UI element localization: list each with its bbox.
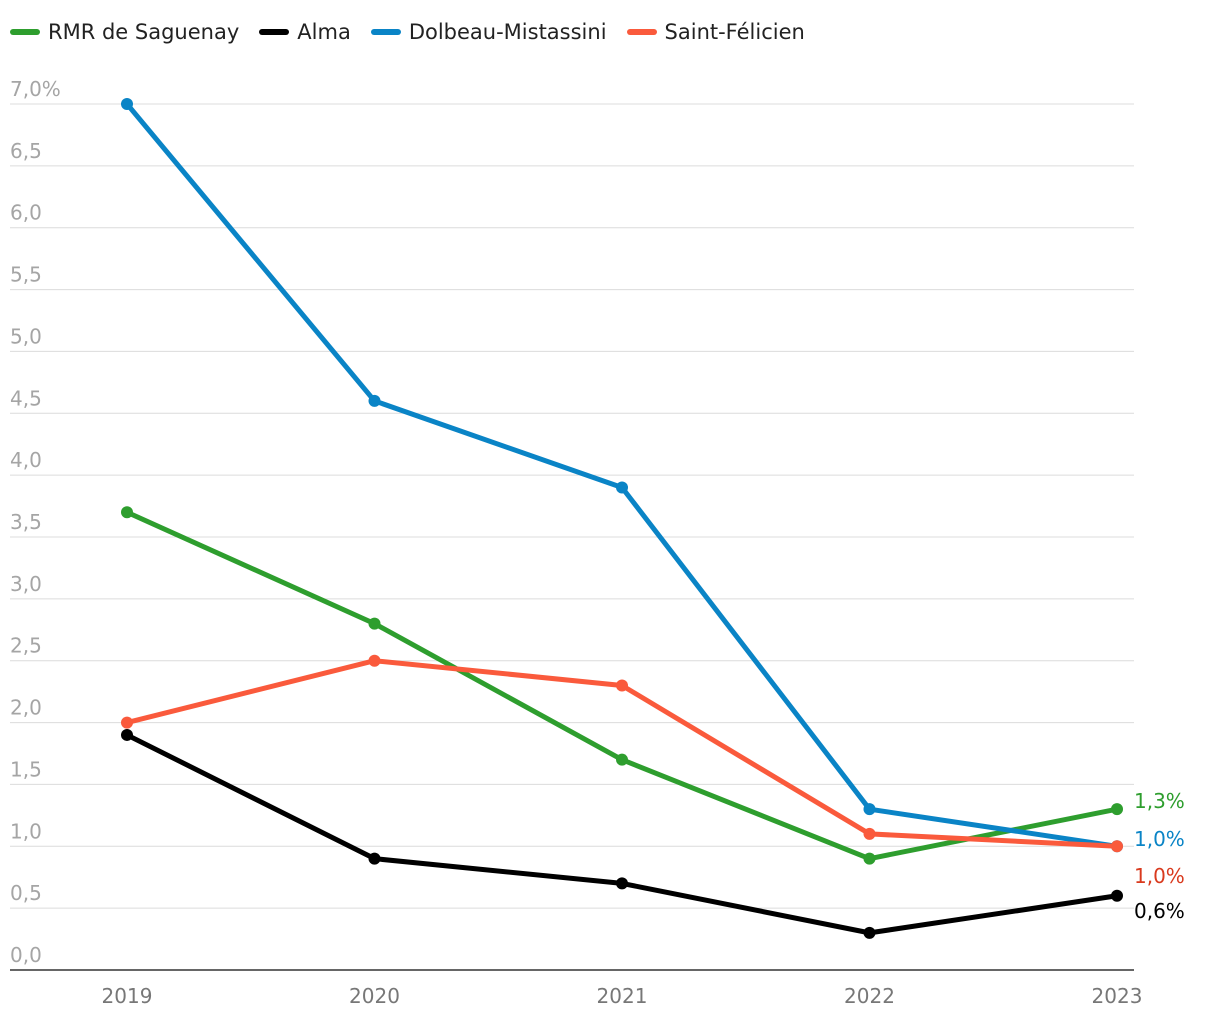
legend-label: Saint-Félicien (664, 20, 805, 44)
data-point (121, 506, 133, 519)
y-tick-label: 3,0 (10, 572, 42, 596)
data-point (863, 827, 876, 840)
data-point (863, 926, 876, 939)
y-tick-label: 1,0 (10, 819, 42, 843)
data-point (863, 803, 876, 816)
end-label: 1,0% (1134, 827, 1185, 851)
y-tick-label: 2,5 (10, 634, 42, 658)
data-point (121, 716, 133, 729)
x-tick-label: 2023 (1092, 984, 1143, 1008)
data-point (616, 877, 628, 890)
x-tick-label: 2022 (844, 984, 895, 1008)
y-tick-label: 2,0 (10, 696, 42, 720)
legend-swatch (626, 29, 657, 35)
series-saint-f-licien (121, 654, 1123, 853)
legend-swatch (10, 29, 40, 35)
y-tick-label: 4,0 (10, 448, 42, 472)
y-tick-label: 3,5 (10, 510, 42, 534)
y-tick-label: 7,0% (10, 77, 61, 101)
data-point (616, 481, 628, 494)
data-point (121, 728, 133, 741)
data-point (368, 617, 381, 630)
y-tick-label: 0,5 (10, 881, 42, 905)
legend-item: RMR de Saguenay (10, 20, 239, 44)
legend-swatch (370, 29, 401, 35)
data-point (863, 852, 876, 865)
legend-label: Dolbeau-Mistassini (408, 20, 607, 44)
y-tick-label: 0,0 (10, 943, 42, 967)
axes: 0,0 0,5 1,0 1,5 2,0 2,5 3,0 3,5 4,0 4,5 5,0 5,5 6,0 6… (10, 77, 1142, 1008)
series-rmr-de-saguenay (121, 506, 1123, 865)
data-point (368, 394, 381, 407)
data-point (1111, 889, 1123, 902)
y-tick-label: 6,5 (10, 139, 42, 163)
data-point (1111, 840, 1123, 853)
legend-item: Saint-Félicien (626, 20, 805, 44)
legend-label: Alma (297, 20, 351, 44)
series-alma (121, 728, 1123, 939)
data-point (616, 679, 628, 692)
x-tick-label: 2019 (102, 984, 153, 1008)
data-point (121, 98, 133, 110)
gridlines (10, 103, 1134, 909)
x-tick-label: 2020 (349, 984, 400, 1008)
data-point (616, 753, 628, 766)
y-tick-label: 4,5 (10, 386, 42, 410)
series-lines (121, 98, 1123, 939)
end-labels: 1,3% 0,6% 1,0% 1,0% (1134, 789, 1185, 923)
legend-swatch (259, 29, 290, 35)
y-tick-label: 5,5 (10, 263, 42, 287)
x-tick-label: 2021 (597, 984, 648, 1008)
end-label: 1,0% (1134, 864, 1185, 888)
legend-item: Alma (259, 20, 351, 44)
y-tick-label: 1,5 (10, 757, 42, 781)
data-point (368, 654, 381, 667)
data-point (368, 852, 381, 865)
end-label: 0,6% (1134, 899, 1185, 923)
data-point (1111, 803, 1123, 816)
end-label: 1,3% (1134, 789, 1185, 813)
legend-label: RMR de Saguenay (48, 20, 240, 44)
legend-item: Dolbeau-Mistassini (370, 20, 607, 44)
y-tick-label: 5,0 (10, 324, 42, 348)
y-tick-label: 6,0 (10, 201, 42, 225)
legend: RMR de Saguenay Alma Dolbeau-Mistassini Sai… (10, 14, 805, 50)
